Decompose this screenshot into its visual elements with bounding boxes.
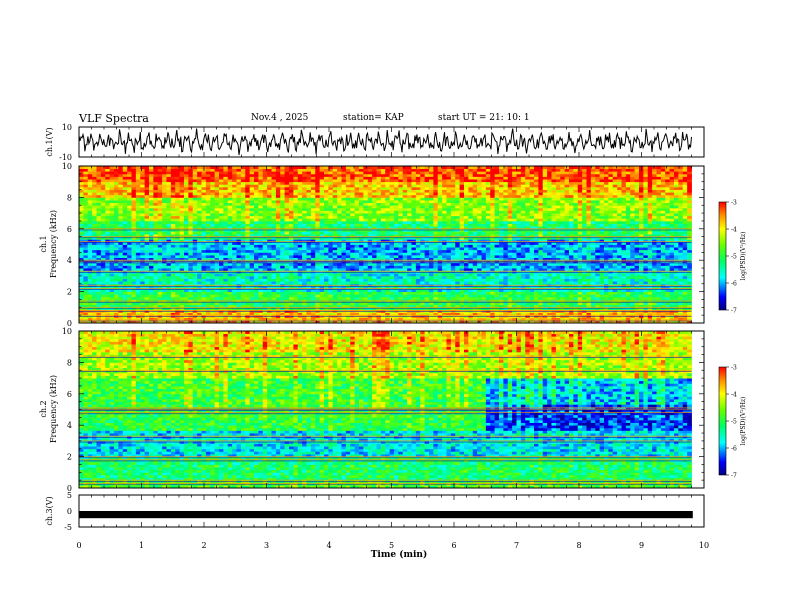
station-label: station= KAP <box>343 113 404 123</box>
ch2-colorbar-scale <box>718 366 727 476</box>
ch3-waveform-ylabel: ch.3(V) <box>45 496 54 525</box>
colorbar-tick-label: -3 <box>731 200 737 207</box>
time-axis-label: Time (min) <box>371 549 428 560</box>
ch2-colorbar: -3 -4 -5 -6 -7 log(PSD)(V²/Hz) <box>718 365 747 480</box>
frequency-tick-label: 4 <box>67 256 72 265</box>
colorbar-tick-label: -5 <box>731 419 737 426</box>
time-tick-label: 0 <box>76 541 81 550</box>
ch3-ytick-bottom: -5 <box>64 523 72 532</box>
ch3-ytick-top: 5 <box>67 491 72 500</box>
start-ut-label: start UT = 21: 10: 1 <box>438 113 530 123</box>
time-tick-label: 9 <box>639 541 644 550</box>
ch2-spectrogram-image <box>79 331 704 488</box>
ch1-colorbar: -3 -4 -5 -6 -7 log(PSD)(V²/Hz) <box>718 200 747 315</box>
ch1-ytick-top: 10 <box>62 123 72 132</box>
frequency-tick-label: 0 <box>67 319 72 328</box>
ch2-frequency-label: Frequency (kHz) <box>49 375 58 443</box>
frequency-tick-label: 0 <box>67 484 72 493</box>
ch1-ytick-bottom: -10 <box>59 153 72 162</box>
ch1-colorbar-ticklabels: -3 -4 -5 -6 -7 <box>726 200 737 315</box>
ch1-spectrogram-panel: 0 2 4 6 8 10 ch.1 Frequency (kHz) <box>39 162 705 328</box>
time-tick-label: 10 <box>699 541 709 550</box>
ch2-colorbar-ticklabels: -3 -4 -5 -6 -7 <box>726 365 737 480</box>
date-label: Nov.4 , 2025 <box>251 113 309 123</box>
ch1-waveform-ylabel: ch.1(V) <box>45 127 54 156</box>
ch1-channel-label: ch.1 <box>39 235 48 252</box>
time-tick-label: 1 <box>139 541 144 550</box>
ch1-colorbar-scale <box>718 201 727 311</box>
time-tick-label: 8 <box>576 541 581 550</box>
frequency-tick-label: 2 <box>67 288 72 297</box>
time-tick-label: 5 <box>389 541 394 550</box>
colorbar-tick-label: -6 <box>731 281 737 288</box>
frequency-tick-label: 10 <box>62 162 72 171</box>
frequency-tick-label: 4 <box>67 421 72 430</box>
ch2-frequency-ticklabels: 0 2 4 6 8 10 <box>62 327 72 493</box>
ch1-waveform-line <box>79 128 692 156</box>
time-tick-label: 4 <box>326 541 331 550</box>
colorbar-tick-label: -7 <box>731 308 737 315</box>
ch1-spectrogram-frame <box>78 165 705 324</box>
colorbar-tick-label: -3 <box>731 365 737 372</box>
frequency-tick-label: 8 <box>67 193 72 202</box>
chart-title: VLF Spectra <box>79 112 149 125</box>
ch1-frequency-label: Frequency (kHz) <box>49 210 58 278</box>
frequency-tick-label: 2 <box>67 453 72 462</box>
colorbar-tick-label: -4 <box>731 392 737 399</box>
ch2-colorbar-label: log(PSD)(V²/Hz) <box>740 397 747 446</box>
ch2-channel-label: ch.2 <box>39 400 48 417</box>
ch2-spectrogram-panel: 0 2 4 6 8 10 ch.2 Frequency (kHz) <box>39 327 705 493</box>
ch2-spectrogram-frame <box>78 330 705 489</box>
ch3-waveform-frame <box>78 494 705 528</box>
ch3-signal-band <box>79 511 693 519</box>
frequency-tick-label: 6 <box>67 390 72 399</box>
ch1-spectrogram-image <box>79 166 704 323</box>
time-tick-label: 6 <box>451 541 456 550</box>
frequency-tick-label: 8 <box>67 358 72 367</box>
ch3-ytick-mid: 0 <box>67 507 72 516</box>
colorbar-tick-label: -5 <box>731 254 737 261</box>
colorbar-tick-label: -4 <box>731 227 737 234</box>
ch1-colorbar-label: log(PSD)(V²/Hz) <box>740 232 747 281</box>
time-tick-label: 7 <box>514 541 519 550</box>
time-ticklabels: 0 1 2 3 4 5 6 7 8 9 10 <box>76 541 709 550</box>
ch3-waveform-ticks <box>78 495 705 527</box>
colorbar-tick-label: -7 <box>731 473 737 480</box>
time-tick-label: 2 <box>201 541 206 550</box>
ch1-frequency-ticklabels: 0 2 4 6 8 10 <box>62 162 72 328</box>
colorbar-tick-label: -6 <box>731 446 737 453</box>
time-tick-label: 3 <box>264 541 269 550</box>
frequency-tick-label: 10 <box>62 327 72 336</box>
frequency-tick-label: 6 <box>67 225 72 234</box>
ch3-waveform-panel: 5 0 -5 ch.3(V) 0 1 2 3 4 5 6 7 8 9 10 Time (min) <box>45 491 709 560</box>
ch1-waveform-panel: 10 -10 ch.1(V) <box>45 123 705 162</box>
ch1-waveform-frame <box>78 126 705 158</box>
